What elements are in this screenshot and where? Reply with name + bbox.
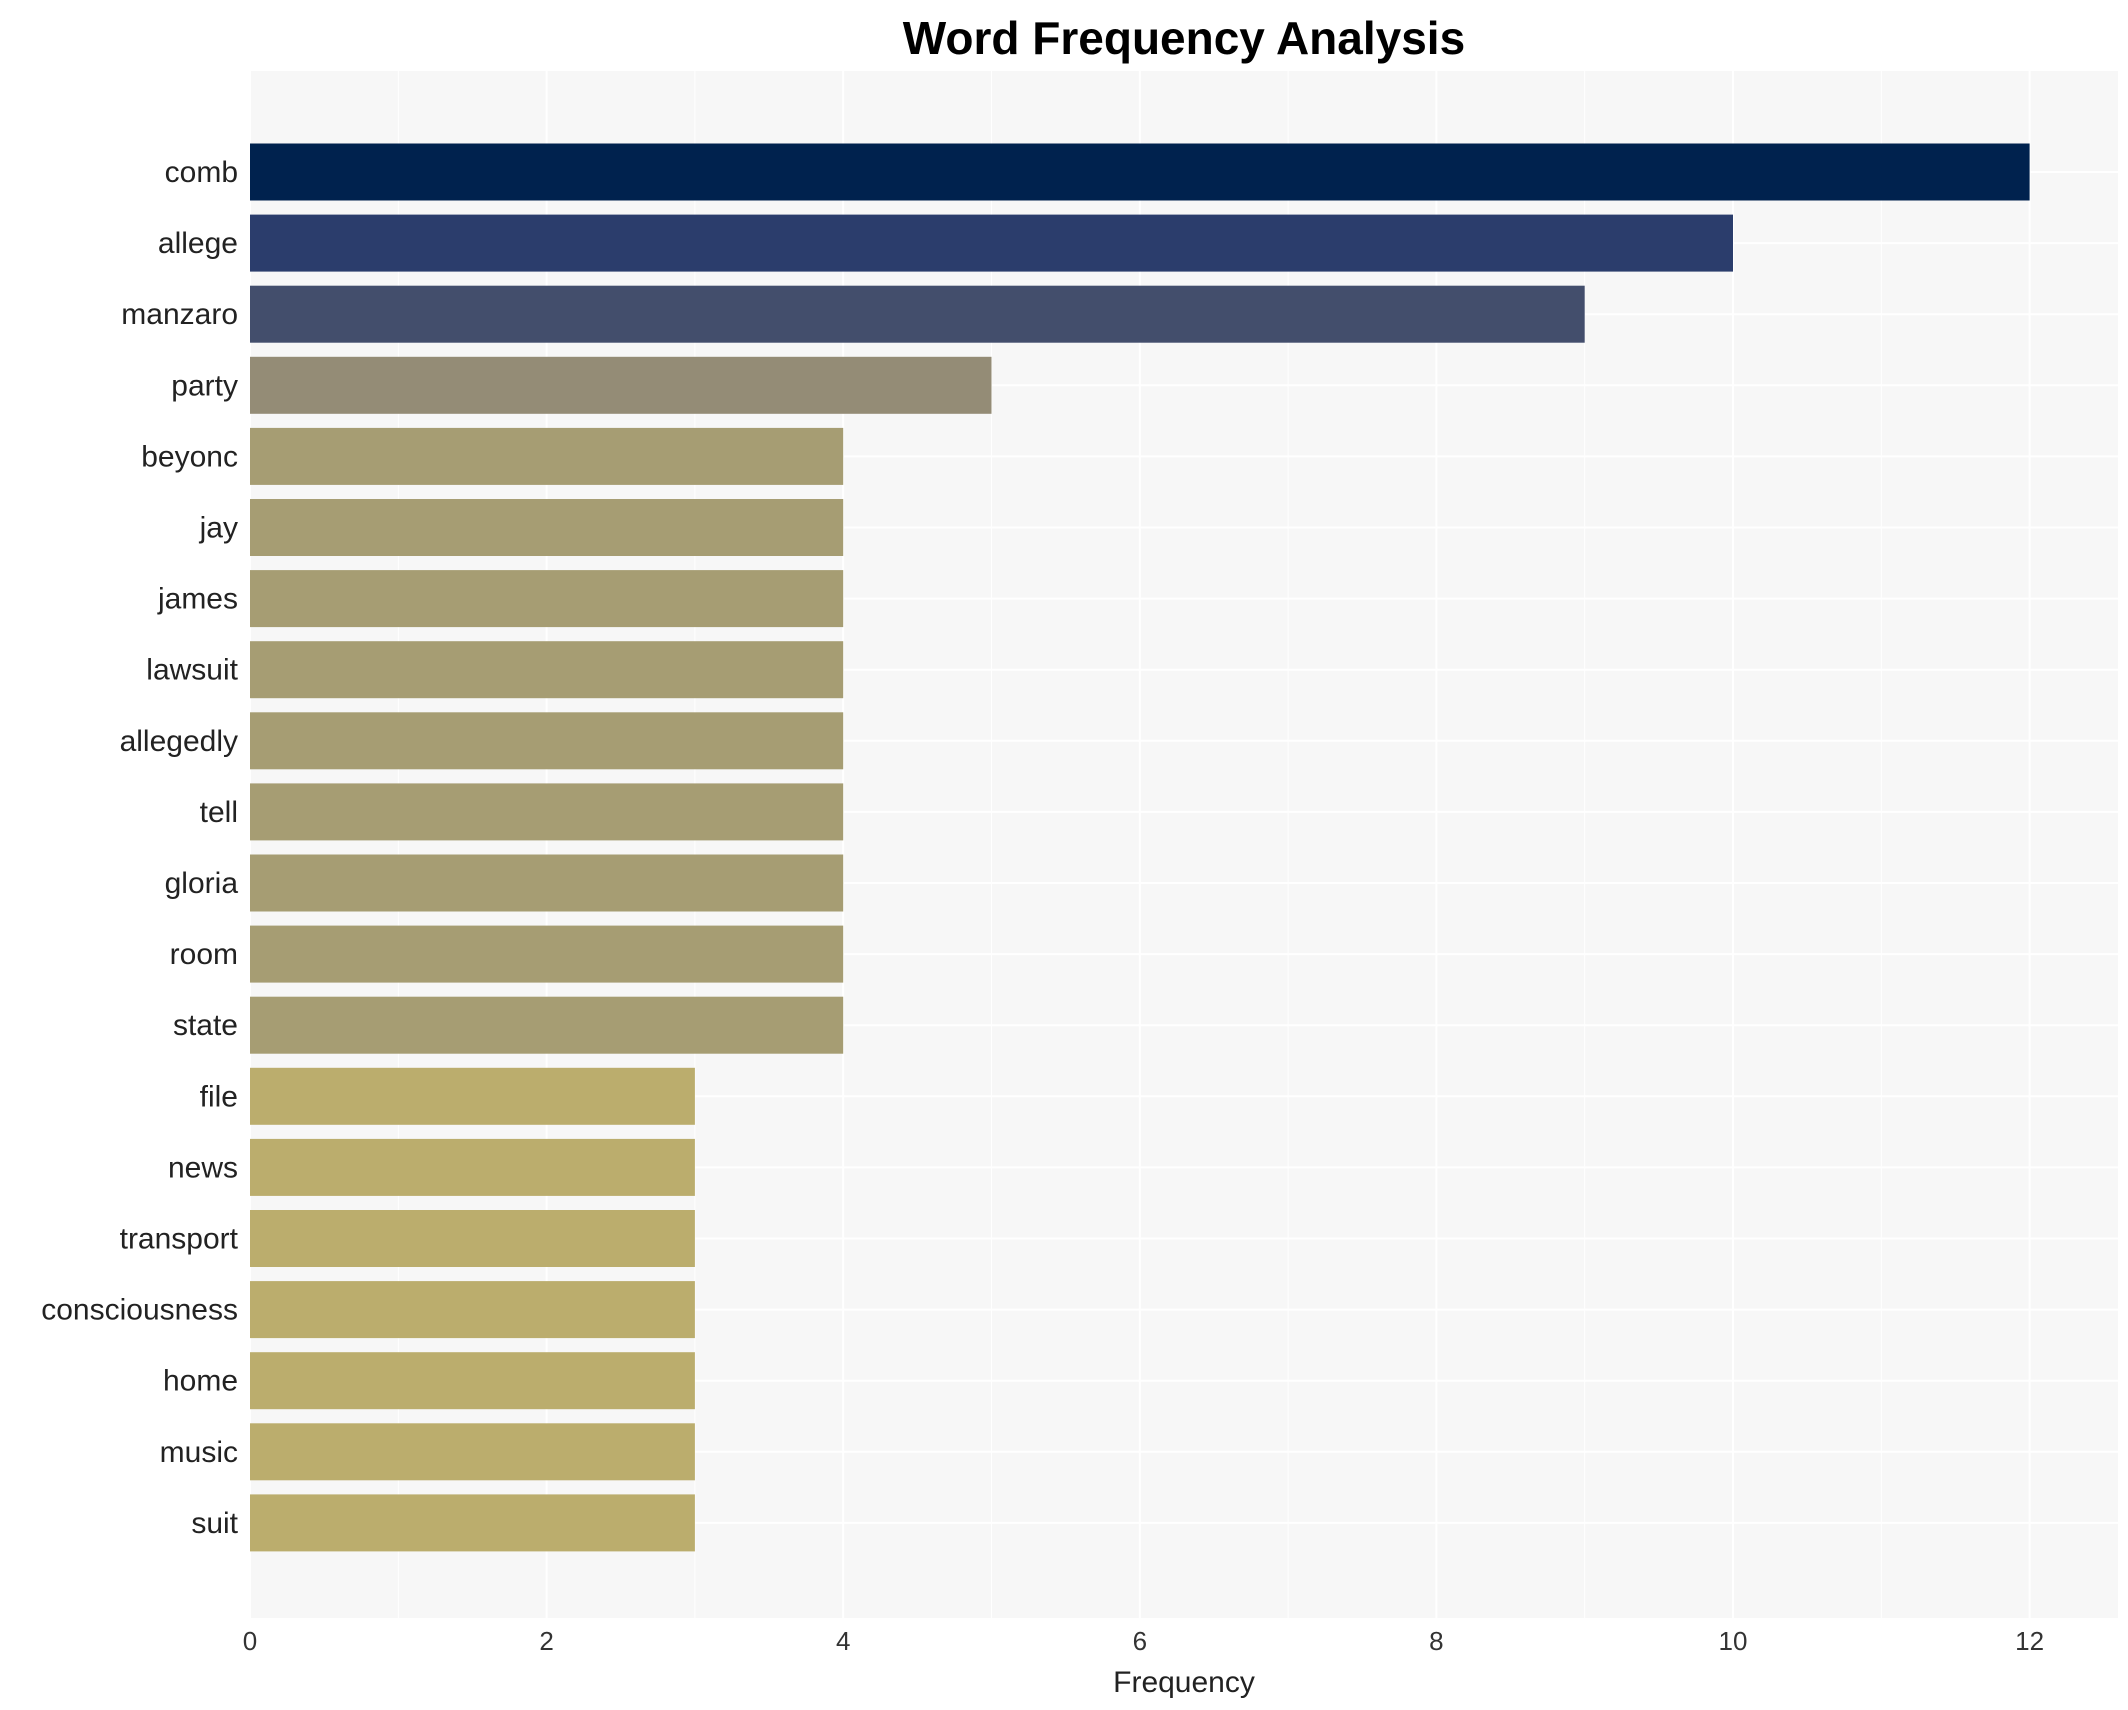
y-tick-label: allege [158,227,238,260]
bar-gloria [250,854,844,912]
bar-james [250,570,844,628]
y-tick-label: room [170,938,238,971]
y-tick-label: suit [191,1507,238,1540]
x-axis-label: Frequency [1113,1666,1255,1699]
bar-consciousness [250,1281,695,1339]
bar-lawsuit [250,641,844,699]
bar-room [250,925,844,983]
y-tick-label: gloria [165,867,239,900]
y-tick-label: party [171,369,238,402]
bar-allege [250,214,1733,272]
y-tick-label: lawsuit [146,654,238,687]
y-tick-label: file [200,1080,238,1113]
bar-tell [250,783,844,841]
y-tick-label: state [173,1009,238,1042]
y-tick-label: allegedly [120,725,238,758]
bar-manzaro [250,285,1585,343]
bar-music [250,1423,695,1481]
y-tick-label: transport [120,1223,239,1256]
bar-party [250,356,992,414]
y-tick-label: music [160,1436,238,1469]
bar-allegedly [250,712,844,770]
y-tick-label: consciousness [41,1294,238,1327]
x-tick-label: 12 [2015,1626,2044,1656]
y-tick-label: manzaro [121,298,238,331]
x-tick-label: 8 [1429,1626,1443,1656]
x-tick-label: 0 [243,1626,257,1656]
bar-comb [250,143,2030,201]
bar-state [250,996,844,1054]
y-tick-label: beyonc [141,440,238,473]
bar-news [250,1138,695,1196]
bar-suit [250,1494,695,1552]
chart-title: Word Frequency Analysis [903,12,1465,64]
y-tick-label: tell [200,796,238,829]
x-tick-label: 6 [1133,1626,1147,1656]
x-tick-label: 10 [1719,1626,1748,1656]
bar-transport [250,1210,695,1267]
x-tick-label: 4 [836,1626,850,1656]
bar-file [250,1067,695,1125]
y-tick-label: home [163,1365,238,1398]
bar-home [250,1352,695,1410]
y-tick-label: james [157,583,238,616]
y-tick-label: news [168,1151,238,1184]
y-tick-label: jay [199,512,238,545]
y-tick-label: comb [165,156,238,189]
bar-beyonc [250,427,844,485]
x-tick-label: 2 [539,1626,553,1656]
bar-jay [250,499,844,556]
